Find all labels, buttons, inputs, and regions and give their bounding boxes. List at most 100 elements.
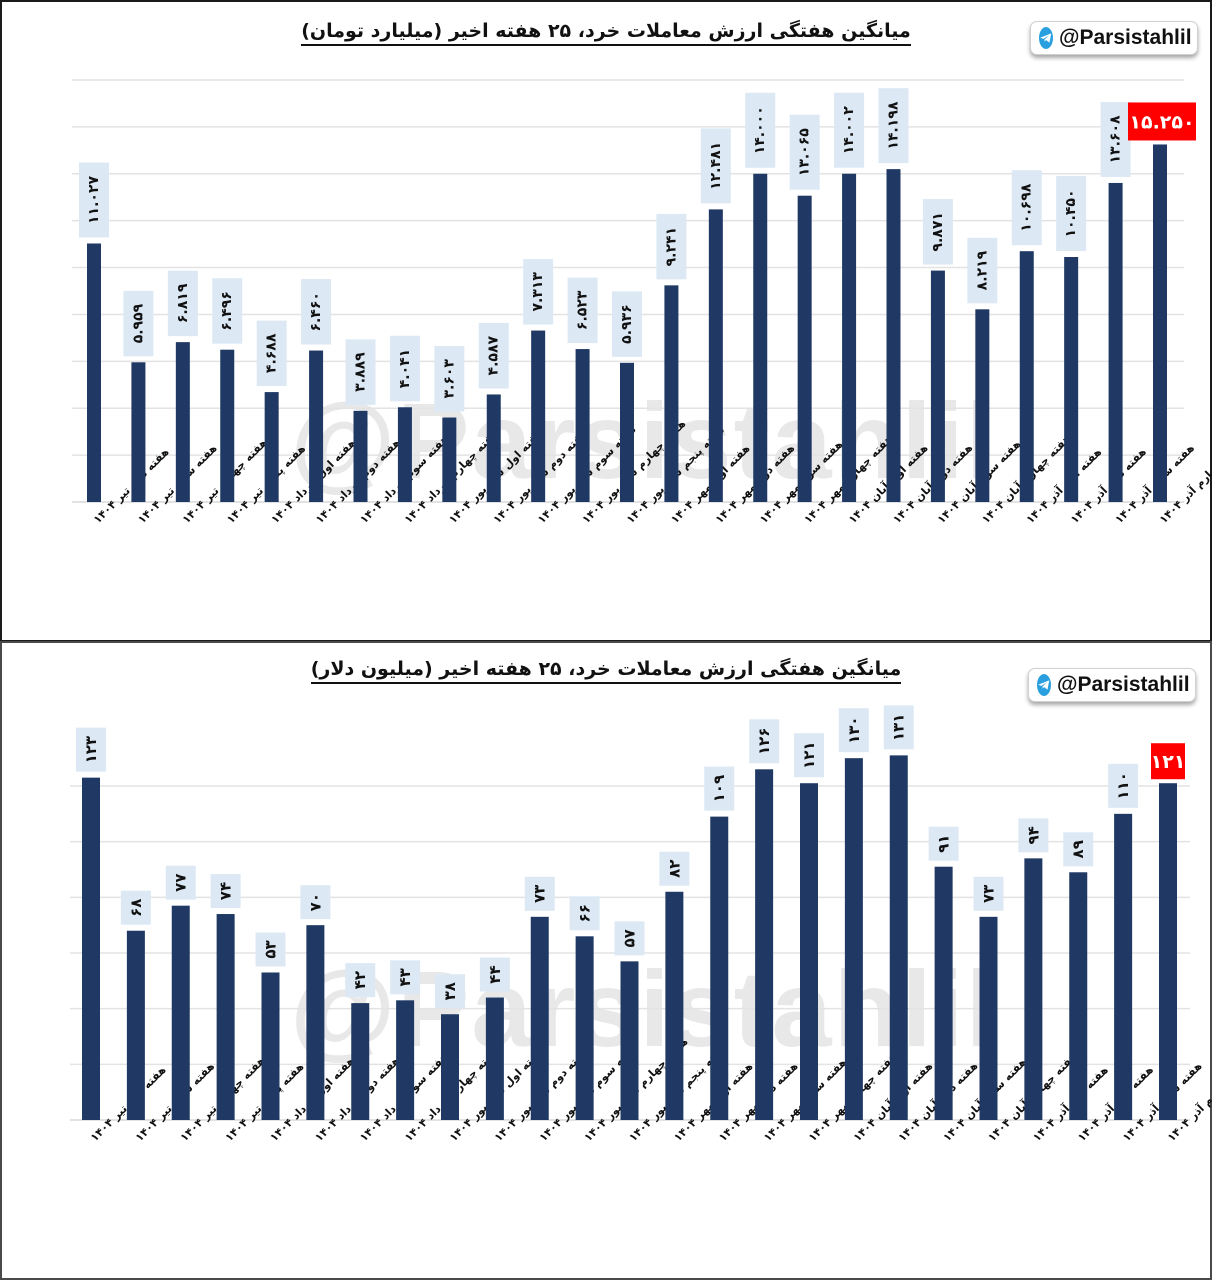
chart-title-dollar: میانگین هفتگی ارزش معاملات خرد، ۲۵ هفته … bbox=[0, 658, 1212, 684]
data-label: ۸۹ bbox=[1063, 832, 1094, 867]
data-label-text: ۷.۳۱۳ bbox=[530, 272, 546, 312]
data-label: ۷۳ bbox=[524, 876, 555, 911]
brand-handle: @Parsistahlil bbox=[1057, 673, 1190, 696]
data-label: ۹.۲۴۱ bbox=[656, 213, 687, 280]
data-label-bg bbox=[569, 896, 600, 931]
data-label: ۱۳.۰۶۵ bbox=[789, 114, 820, 190]
data-label-bg bbox=[390, 960, 421, 995]
data-label-text: ۴۳ bbox=[396, 968, 414, 986]
data-label-text: ۱۳.۶۰۸ bbox=[1108, 115, 1124, 163]
data-label: ۱۰.۴۵۰ bbox=[1056, 176, 1087, 252]
data-label: ۳.۸۸۹ bbox=[345, 339, 376, 405]
data-label-text: ۸.۲۱۹ bbox=[974, 250, 990, 290]
bar bbox=[1108, 182, 1123, 502]
data-label-text: ۴.۵۸۷ bbox=[486, 336, 502, 376]
data-label-text: ۷۳ bbox=[980, 885, 998, 903]
data-label: ۱۲۱ bbox=[794, 733, 824, 778]
data-label-bg bbox=[967, 237, 998, 304]
data-label: ۵.۹۵۹ bbox=[123, 290, 154, 357]
data-label-bg bbox=[745, 92, 776, 168]
bar bbox=[396, 1000, 415, 1120]
data-label-bg bbox=[834, 92, 865, 168]
data-label: ۷۷ bbox=[165, 865, 196, 900]
data-label-text: ۴۴ bbox=[486, 965, 504, 983]
data-label-bg bbox=[789, 114, 820, 190]
data-label-text: ۱۲۳ bbox=[82, 736, 100, 763]
bar bbox=[708, 209, 723, 502]
data-label-text: ۷۴ bbox=[217, 882, 235, 900]
data-label-text: ۱۰۹ bbox=[710, 775, 728, 802]
data-label: ۱۲۳ bbox=[76, 727, 106, 772]
data-label-bg bbox=[256, 320, 287, 387]
data-label: ۶.۴۹۶ bbox=[212, 278, 243, 344]
bar bbox=[797, 195, 812, 502]
bar bbox=[1159, 783, 1177, 1120]
bar bbox=[216, 914, 235, 1120]
data-label: ۷۰ bbox=[300, 885, 331, 920]
data-label-bg bbox=[212, 278, 243, 344]
data-label-text: ۹۴ bbox=[1024, 826, 1042, 844]
data-label-bg bbox=[700, 128, 731, 204]
data-label-bg bbox=[1108, 763, 1139, 808]
data-label-text: ۱۳۱ bbox=[890, 714, 908, 741]
bar bbox=[397, 407, 412, 502]
bar bbox=[800, 783, 818, 1120]
telegram-icon bbox=[1037, 674, 1051, 696]
data-label-text: ۵.۹۳۶ bbox=[619, 304, 635, 344]
data-label: ۶.۴۶۰ bbox=[301, 279, 332, 345]
data-label-bg bbox=[167, 270, 198, 337]
data-label-bg bbox=[524, 876, 555, 911]
data-label-bg bbox=[614, 921, 645, 956]
data-label: ۸.۲۱۹ bbox=[967, 237, 998, 304]
data-label-bg bbox=[838, 708, 869, 753]
data-label-bg bbox=[1011, 170, 1042, 246]
bar bbox=[486, 394, 501, 502]
data-label: ۹۱ bbox=[928, 826, 959, 861]
data-label-bg bbox=[1128, 102, 1196, 141]
data-label-bg bbox=[255, 932, 286, 967]
data-label-bg bbox=[300, 885, 331, 920]
data-label: ۱۳۰ bbox=[838, 708, 869, 753]
bar bbox=[442, 417, 457, 502]
data-label-text: ۳.۸۸۹ bbox=[353, 352, 369, 392]
bar bbox=[441, 1014, 459, 1120]
bar bbox=[220, 349, 235, 502]
data-label: ۴.۵۸۷ bbox=[478, 322, 509, 389]
data-label-text: ۹.۸۷۱ bbox=[930, 212, 946, 252]
bar bbox=[934, 866, 953, 1120]
bar bbox=[264, 392, 279, 502]
data-label-bg bbox=[928, 826, 959, 861]
data-label-text: ۸۹ bbox=[1069, 840, 1087, 858]
data-label: ۱۴.۰۰۰ bbox=[745, 92, 776, 168]
brand-handle: @Parsistahlil bbox=[1059, 26, 1192, 49]
data-label-text: ۳.۶۰۳ bbox=[441, 359, 457, 399]
data-label-bg bbox=[434, 346, 465, 412]
data-label-bg bbox=[704, 766, 735, 811]
data-label-text: ۷۰ bbox=[306, 893, 324, 911]
data-label: ۱۵.۲۵۰ bbox=[1129, 111, 1194, 133]
bar bbox=[755, 769, 774, 1120]
data-label-bg bbox=[973, 876, 1004, 911]
bar bbox=[309, 350, 324, 502]
bar bbox=[930, 270, 945, 502]
data-label-text: ۱۴.۱۹۸ bbox=[886, 101, 902, 149]
data-label-text: ۶.۸۱۹ bbox=[175, 283, 191, 323]
data-label: ۱۲۶ bbox=[749, 719, 780, 764]
brand-badge[interactable]: @Parsistahlil bbox=[1030, 21, 1198, 55]
data-label-bg bbox=[883, 705, 914, 750]
bar bbox=[975, 309, 990, 502]
brand-badge[interactable]: @Parsistahlil bbox=[1028, 668, 1196, 702]
data-label: ۶.۸۱۹ bbox=[167, 270, 198, 337]
data-label: ۴۲ bbox=[345, 963, 376, 998]
bar bbox=[886, 169, 901, 502]
chart-title-toman: میانگین هفتگی ارزش معاملات خرد، ۲۵ هفته … bbox=[0, 20, 1212, 46]
data-label-text: ۱۰.۴۵۰ bbox=[1063, 189, 1079, 237]
chart-title-text: میانگین هفتگی ارزش معاملات خرد، ۲۵ هفته … bbox=[301, 20, 911, 46]
data-label-text: ۱۴.۰۰۰ bbox=[752, 106, 768, 154]
bar bbox=[171, 905, 190, 1120]
bar bbox=[844, 758, 863, 1120]
data-label-text: ۸۲ bbox=[665, 860, 683, 878]
data-label-bg bbox=[1056, 176, 1087, 252]
data-label-text: ۵۳ bbox=[262, 940, 280, 958]
data-label: ۵۷ bbox=[614, 921, 645, 956]
